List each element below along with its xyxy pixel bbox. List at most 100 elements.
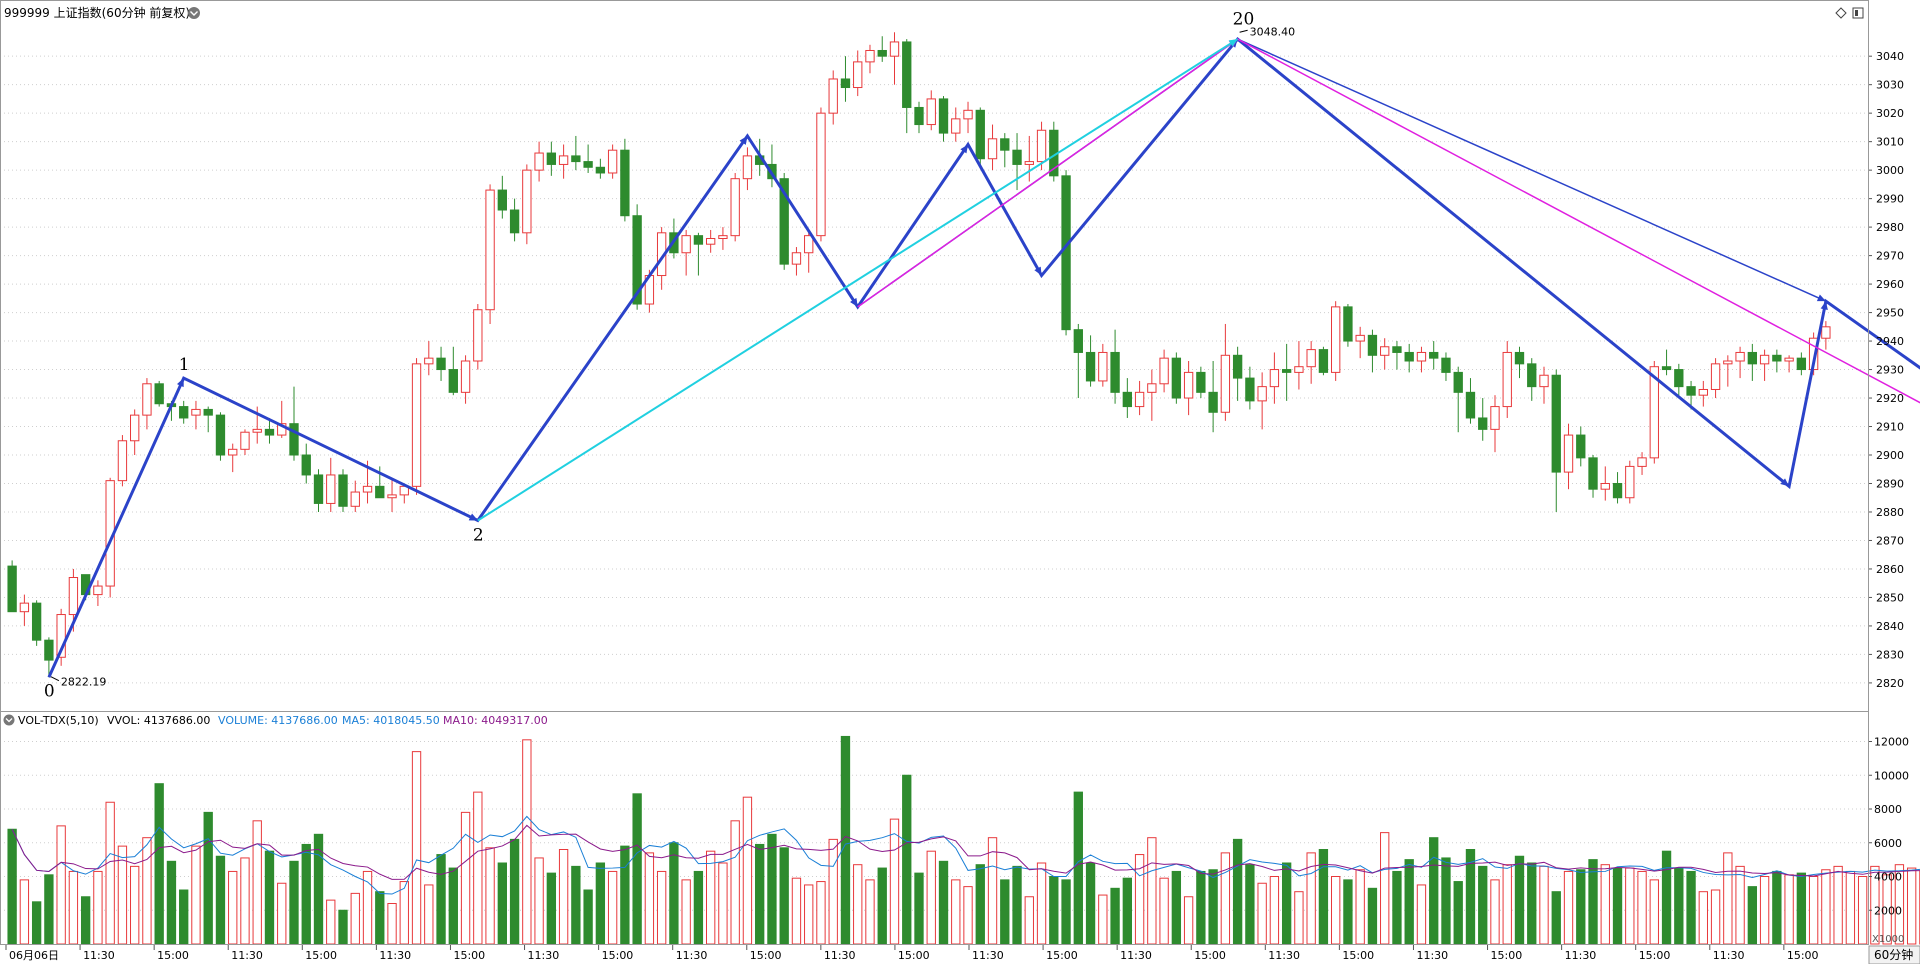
price-tick-label: 2910 xyxy=(1876,421,1904,434)
candle-up xyxy=(987,138,998,160)
volume-bar-up xyxy=(1147,837,1157,945)
volume-bar-down xyxy=(1085,862,1096,945)
candle-down xyxy=(1441,357,1451,373)
time-tick-label: 15:00 xyxy=(750,949,782,962)
candle-up xyxy=(1710,363,1721,390)
candle-down xyxy=(1073,329,1083,353)
volume-bar-down xyxy=(620,845,630,945)
volume-bar-down xyxy=(693,870,704,945)
candle-down xyxy=(1122,391,1133,408)
volume-bar-up xyxy=(742,796,753,945)
candle-up xyxy=(1735,351,1745,362)
time-tick-label: 15:00 xyxy=(898,949,930,962)
volume-bar-up xyxy=(1759,876,1770,945)
candle-down xyxy=(1367,334,1378,356)
volume-indicator-name: VOL-TDX(5,10) xyxy=(18,714,99,727)
volume-bar-down xyxy=(632,793,642,945)
candle-up xyxy=(56,614,66,658)
candle-up xyxy=(1698,388,1708,396)
price-tick-label: 2970 xyxy=(1876,250,1904,263)
price-tick-label: 2990 xyxy=(1876,193,1904,206)
panel-toggle-icon[interactable] xyxy=(1852,7,1864,19)
volume-bar-down xyxy=(215,855,226,945)
wave-arrowhead xyxy=(468,513,478,521)
candle-up xyxy=(1637,457,1647,467)
volume-bar-down xyxy=(546,872,557,945)
time-tick-label: 15:00 xyxy=(305,949,337,962)
price-tick-label: 2880 xyxy=(1876,506,1904,519)
volume-tick-label: 10000 xyxy=(1874,769,1909,782)
candle-up xyxy=(816,112,826,237)
candle-up xyxy=(19,602,30,613)
volume-bar-up xyxy=(889,818,900,945)
period-button[interactable] xyxy=(1868,945,1920,964)
candle-up xyxy=(252,428,262,433)
volume-bar-down xyxy=(436,854,446,945)
title-dropdown-icon[interactable] xyxy=(188,7,200,19)
candle-down xyxy=(313,474,324,504)
candle-up xyxy=(742,155,753,180)
price-axis: 2820 2830 2840 2850 2860 2870 2880 2890 2900 2910… xyxy=(1868,50,1904,690)
volume-bar-down xyxy=(338,909,348,945)
volume-bar-up xyxy=(411,751,422,945)
candle-down xyxy=(779,178,789,265)
volume-bar-down xyxy=(1318,849,1329,945)
candle-up xyxy=(681,235,691,254)
volume-bar-up xyxy=(828,838,838,945)
candle-up xyxy=(853,61,863,89)
candle-down xyxy=(1747,351,1758,365)
candle-up xyxy=(1380,346,1390,356)
volume-bar-up xyxy=(1380,832,1390,945)
volume-bar-up xyxy=(816,881,826,945)
volume-axis: 2000 4000 6000 8000 10000 12000 xyxy=(1868,736,1909,917)
candle-down xyxy=(1588,457,1598,490)
candle-up xyxy=(828,78,838,114)
candle-down xyxy=(338,474,348,507)
candle-up xyxy=(1036,129,1047,163)
volume-value: VOLUME: 4137686.00 xyxy=(218,714,338,727)
candle-up xyxy=(424,357,434,365)
candle-down xyxy=(583,161,593,168)
candle-up xyxy=(963,109,973,120)
price-annotation-leader xyxy=(1239,29,1248,33)
volume-bar-down xyxy=(1686,870,1696,945)
volume-bar-up xyxy=(1490,879,1500,945)
volume-bar-up xyxy=(1600,864,1610,945)
candle-down xyxy=(840,78,851,89)
wave-line-magenta xyxy=(857,38,1920,404)
volume-dropdown-icon[interactable] xyxy=(3,714,15,726)
candle-down xyxy=(509,209,520,234)
candle-up xyxy=(1159,357,1169,385)
wave-arrowhead xyxy=(1034,266,1042,276)
candle-down xyxy=(1012,149,1022,165)
volume-bar-down xyxy=(1061,879,1071,945)
wave-arrowhead xyxy=(1816,294,1826,302)
wave-line-blue xyxy=(183,377,479,522)
candle-up xyxy=(350,491,360,507)
candle-down xyxy=(1318,349,1329,373)
volume-ma-lines xyxy=(11,815,1920,895)
volume-bar-down xyxy=(1453,881,1463,945)
volume-bar-up xyxy=(424,884,434,945)
candle-up xyxy=(93,585,103,596)
volume-bar-down xyxy=(7,828,17,945)
volume-bar-up xyxy=(963,886,973,945)
candle-down xyxy=(1404,351,1414,362)
time-tick-label: 11:30 xyxy=(1268,949,1300,962)
volume-bar-down xyxy=(1392,870,1402,945)
candle-down xyxy=(914,106,924,126)
volume-bar-down xyxy=(154,783,164,945)
volume-bar-down xyxy=(166,860,177,945)
candle-down xyxy=(1551,374,1561,473)
candle-up xyxy=(791,252,802,265)
time-tick-label: 15:00 xyxy=(157,949,189,962)
volume-bar-up xyxy=(1024,896,1034,945)
volume-bar-up xyxy=(951,879,961,945)
time-tick-label: 15:00 xyxy=(1342,949,1374,962)
volume-bar-down xyxy=(509,838,520,945)
time-tick-label: 11:30 xyxy=(1713,949,1745,962)
candle-down xyxy=(1171,357,1182,399)
diamond-icon[interactable] xyxy=(1835,7,1847,19)
